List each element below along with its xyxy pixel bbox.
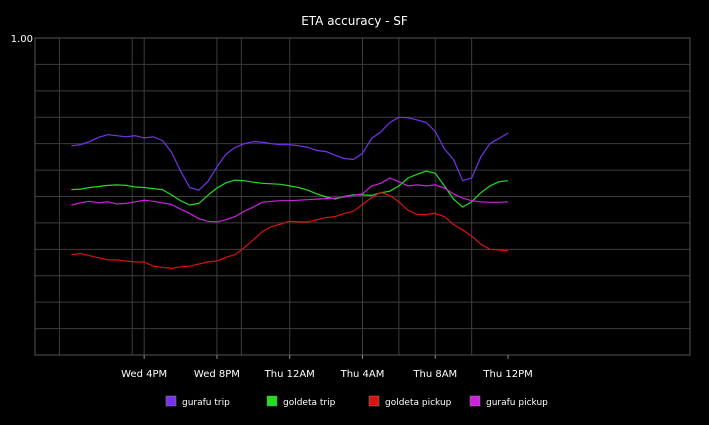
- legend-label: gurafu pickup: [486, 398, 548, 408]
- legend-swatch: [469, 395, 481, 407]
- legend-swatch: [368, 395, 380, 407]
- series-line-gurafu-trip: [71, 116, 509, 191]
- x-tick-label: Thu 12AM: [264, 369, 315, 380]
- legend-label: gurafu trip: [182, 398, 230, 408]
- legend-swatch: [165, 395, 177, 407]
- x-tick-label: Wed 4PM: [121, 369, 167, 380]
- series-lines: [71, 116, 509, 269]
- legend-label: goldeta trip: [283, 398, 336, 408]
- series-line-goldeta-trip: [71, 170, 509, 208]
- x-tick-label: Wed 8PM: [194, 369, 240, 380]
- x-tick-label: Thu 12PM: [482, 369, 532, 380]
- x-tick-label: Thu 4AM: [340, 369, 385, 380]
- legend: gurafu trip goldeta trip goldeta pickup gur…: [165, 395, 548, 408]
- legend-label: goldeta pickup: [385, 398, 452, 408]
- chart-title: ETA accuracy - SF: [301, 14, 408, 28]
- x-tick-label: Thu 8AM: [412, 369, 457, 380]
- series-line-gurafu-pickup: [71, 177, 509, 223]
- x-axis-tick-labels: Wed 4PM Wed 8PM Thu 12AM Thu 4AM Thu 8AM Thu …: [121, 355, 533, 380]
- legend-swatch: [266, 395, 278, 407]
- grid-lines: [35, 38, 690, 355]
- series-line-goldeta-pickup: [71, 191, 509, 269]
- y-axis-top-label: 1.00: [11, 34, 33, 45]
